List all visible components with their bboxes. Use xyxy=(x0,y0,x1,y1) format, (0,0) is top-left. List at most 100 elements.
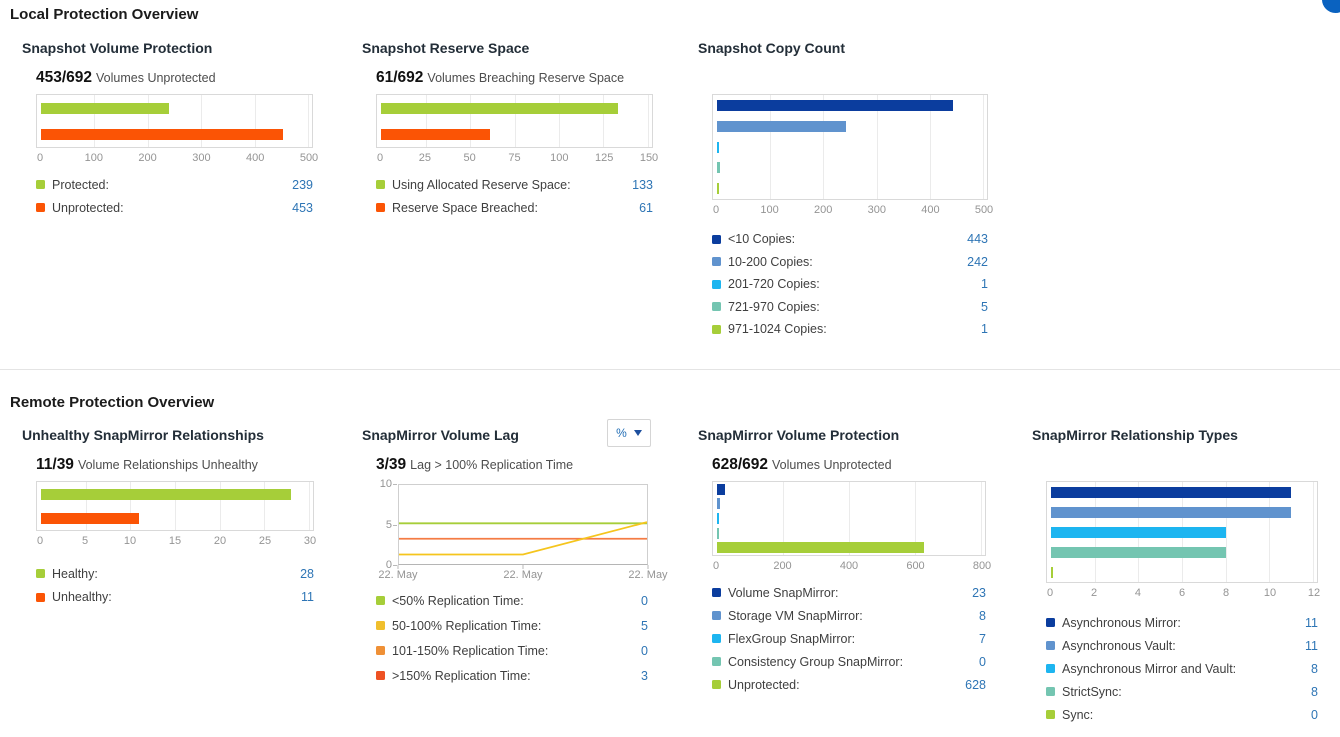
gridline xyxy=(219,482,221,530)
x-tick-label: 500 xyxy=(299,152,319,164)
legend-value-link[interactable]: 133 xyxy=(632,177,653,192)
x-tick-label: 800 xyxy=(972,560,992,572)
legend-item: 10-200 Copies: 242 xyxy=(712,251,988,274)
legend-value-link[interactable]: 11 xyxy=(1305,638,1318,653)
gridline xyxy=(147,95,149,147)
legend-item: FlexGroup SnapMirror: 7 xyxy=(712,627,986,650)
legend-label: FlexGroup SnapMirror: xyxy=(728,631,856,646)
legend-value-link[interactable]: 628 xyxy=(965,677,986,692)
unit-selector-dropdown[interactable]: % xyxy=(607,419,651,447)
legend-label: 10-200 Copies: xyxy=(728,254,813,269)
x-tick-label: 0 xyxy=(36,535,44,547)
bar-asynchronous-mirror-and-vault[interactable] xyxy=(1051,526,1226,538)
x-tick-label: 0 xyxy=(712,560,720,572)
legend-item: Asynchronous Mirror: 11 xyxy=(1046,611,1318,634)
legend-value-link[interactable]: 239 xyxy=(292,177,313,192)
legend-item: Unhealthy: 11 xyxy=(36,586,314,610)
legend-swatch-icon xyxy=(1046,641,1055,650)
section-title-remote: Remote Protection Overview xyxy=(10,394,215,411)
bar-201-720-copies[interactable] xyxy=(717,141,719,153)
line-50-100-replication-time[interactable] xyxy=(399,522,647,554)
bar-unprotected[interactable] xyxy=(717,542,925,554)
x-tick-label: 6 xyxy=(1178,587,1186,599)
legend-value-link[interactable]: 7 xyxy=(979,631,986,646)
legend-item: Storage VM SnapMirror: 8 xyxy=(712,604,986,627)
x-axis: 0 2 4 6 8 10 12 xyxy=(1046,586,1320,600)
legend-value-link[interactable]: 8 xyxy=(979,608,986,623)
legend-swatch-icon xyxy=(712,657,721,666)
legend-swatch-icon xyxy=(376,596,385,605)
bar-flexgroup-snapmirror[interactable] xyxy=(717,513,720,524)
legend-label: Asynchronous Mirror and Vault: xyxy=(1062,661,1237,676)
stat-line: 628/692 Volumes Unprotected xyxy=(712,455,986,475)
bar-unprotected[interactable] xyxy=(41,128,283,140)
card-title: Snapshot Volume Protection xyxy=(22,40,213,56)
legend-value-link[interactable]: 8 xyxy=(1311,661,1318,676)
gridline xyxy=(1225,482,1227,582)
legend-swatch-icon xyxy=(36,180,45,189)
legend-value-link[interactable]: 28 xyxy=(300,566,314,581)
legend-value-link[interactable]: 453 xyxy=(292,200,313,215)
legend-item: Consistency Group SnapMirror: 0 xyxy=(712,650,986,673)
legend-item: Asynchronous Vault: 11 xyxy=(1046,634,1318,657)
bar-721-970-copies[interactable] xyxy=(717,162,720,174)
legend-value-link[interactable]: 0 xyxy=(641,593,648,608)
x-tick-label: 75 xyxy=(508,152,521,164)
bar-chart xyxy=(36,94,313,148)
legend: Healthy: 28 Unhealthy: 11 xyxy=(36,562,314,609)
legend-value-link[interactable]: 0 xyxy=(641,643,648,658)
legend-value-link[interactable]: 443 xyxy=(967,232,988,247)
legend-value-link[interactable]: 61 xyxy=(639,200,653,215)
legend-value-link[interactable]: 8 xyxy=(1311,684,1318,699)
x-axis: 0 100 200 300 400 500 xyxy=(36,151,318,165)
legend-label: 50-100% Replication Time: xyxy=(392,618,542,633)
bar-asynchronous-mirror[interactable] xyxy=(1051,486,1292,498)
x-tick-label: 50 xyxy=(463,152,476,164)
card-snapshot-reserve-space: Snapshot Reserve Space 61/692 Volumes Bre… xyxy=(362,40,658,219)
bar-10-copies[interactable] xyxy=(717,99,953,111)
bar-10-200-copies[interactable] xyxy=(717,120,846,132)
legend-value-link[interactable]: 1 xyxy=(981,277,988,292)
legend-value-link[interactable]: 11 xyxy=(301,590,314,605)
bar-971-1024-copies[interactable] xyxy=(717,183,719,195)
legend-value-link[interactable]: 23 xyxy=(972,585,986,600)
bar-healthy[interactable] xyxy=(41,488,292,500)
legend-value-link[interactable]: 5 xyxy=(641,618,648,633)
legend-value-link[interactable]: 242 xyxy=(967,254,988,269)
stat-value: 3/39 xyxy=(376,456,407,473)
x-tick-label: 100 xyxy=(760,204,779,216)
legend-item: Unprotected: 453 xyxy=(36,196,313,219)
y-tick-mark xyxy=(393,524,397,526)
bar-chart xyxy=(36,481,314,531)
legend-value-link[interactable]: 0 xyxy=(979,654,986,669)
bar-asynchronous-vault[interactable] xyxy=(1051,506,1292,518)
line-chart-area: 0 5 10 xyxy=(376,478,648,571)
bar-consistency-group-snapmirror[interactable] xyxy=(717,527,719,539)
bar-reserve-space-breached[interactable] xyxy=(381,128,490,140)
bar-sync[interactable] xyxy=(1051,566,1053,578)
bar-chart xyxy=(712,481,986,556)
x-tick-label: 200 xyxy=(138,152,157,164)
legend-value-link[interactable]: 0 xyxy=(1311,707,1318,722)
bar-volume-snapmirror[interactable] xyxy=(717,483,725,495)
gridline xyxy=(254,95,256,147)
x-tick-label: 100 xyxy=(550,152,569,164)
legend-value-link[interactable]: 3 xyxy=(641,668,648,683)
x-tick-label: 125 xyxy=(594,152,614,164)
chevron-down-icon xyxy=(633,430,642,436)
bar-using-allocated-reserve-space[interactable] xyxy=(381,102,618,114)
x-tick-mark xyxy=(647,565,649,569)
x-tick-label: 100 xyxy=(84,152,103,164)
gridline xyxy=(94,95,96,147)
legend-value-link[interactable]: 5 xyxy=(981,299,988,314)
bar-storage-vm-snapmirror[interactable] xyxy=(717,498,720,510)
legend-value-link[interactable]: 11 xyxy=(1305,615,1318,630)
bar-protected[interactable] xyxy=(41,102,169,114)
card-snapshot-copy-count: Snapshot Copy Count 0 100 200 300 400 500 <10… xyxy=(698,40,993,341)
gridline xyxy=(425,95,427,147)
bar-strictsync[interactable] xyxy=(1051,546,1226,558)
x-tick-label: 400 xyxy=(839,560,859,572)
bar-unhealthy[interactable] xyxy=(41,512,140,524)
search-icon[interactable] xyxy=(1322,0,1340,13)
legend-value-link[interactable]: 1 xyxy=(981,322,988,337)
